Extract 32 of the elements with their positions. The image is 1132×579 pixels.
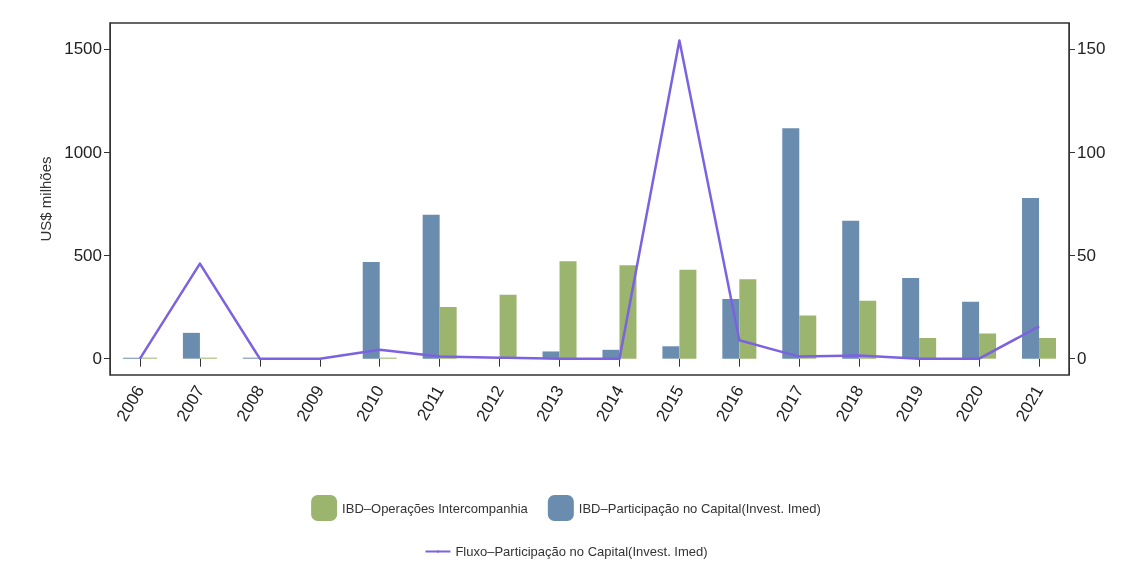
bar: [782, 128, 800, 359]
bar: [559, 261, 577, 359]
y2-tick-label: 100: [1077, 142, 1106, 162]
bar: [722, 298, 740, 359]
legend-label: IBD–Participação no Capital(Invest. Imed): [578, 500, 821, 516]
bar: [439, 307, 457, 359]
y2-tick-label: 150: [1077, 39, 1106, 59]
bar: [739, 279, 757, 359]
bar: [362, 262, 380, 359]
bar: [919, 338, 937, 359]
bar: [859, 300, 877, 359]
bar: [799, 315, 817, 359]
y-tick-label: 1500: [64, 39, 102, 59]
legend-label: IBD–Operações Intercompanhia: [342, 500, 529, 516]
y2-tick-label: 0: [1077, 349, 1087, 369]
bar: [1039, 338, 1057, 359]
bar: [962, 301, 980, 359]
y-tick-label: 0: [92, 349, 102, 369]
legend-label: Fluxo–Participação no Capital(Invest. Imed): [455, 544, 708, 559]
bar: [182, 332, 200, 359]
y2-tick-label: 50: [1077, 245, 1096, 265]
y-tick-label: 500: [73, 245, 102, 265]
y-axis-title: US$ milhões: [37, 156, 55, 242]
line-series: [138, 39, 1041, 360]
bar: [499, 294, 517, 359]
bar: [679, 269, 697, 359]
bar: [1022, 197, 1040, 359]
bar: [902, 278, 920, 359]
bar: [662, 346, 680, 359]
bar: [842, 220, 860, 359]
bar: [422, 214, 440, 359]
y-tick-label: 1000: [64, 142, 102, 162]
